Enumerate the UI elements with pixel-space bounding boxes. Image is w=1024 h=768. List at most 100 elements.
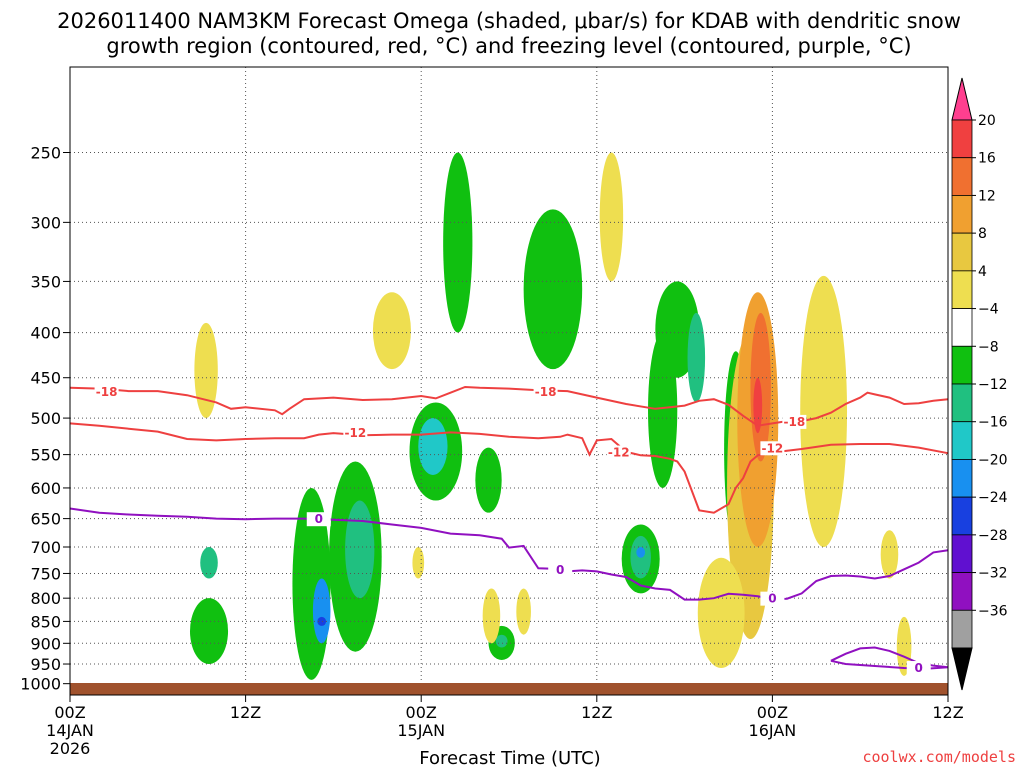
y-tick-label: 350 [30,272,61,291]
omega-colorbar: 20 16 12 8 4 −4 −8 −12 −16 −20 −24 −28 −32 −36 [951,77,1008,691]
colorbar-segment [951,383,973,423]
omega-shade-blob [599,152,624,282]
colorbar-top-arrow [951,77,973,121]
contour-label: 0 [556,563,564,577]
chart-title-line1: 2026011400 NAM3KM Forecast Omega (shaded… [57,9,961,33]
omega-shade-blob [317,616,327,626]
x-tick-label: 12Z [581,703,612,722]
colorbar-label: −36 [978,603,1008,619]
y-tick-label: 900 [30,634,61,653]
contour-label: -18 [535,385,557,399]
colorbar-label: −24 [978,490,1008,506]
plot-frame [69,66,949,696]
site-credit: coolwx.com/models [862,748,1016,766]
contour-label: 0 [768,592,776,606]
omega-shade-blob [345,500,375,599]
omega-shade-blob [194,322,218,419]
contour-label-bg [306,512,331,527]
x-tick-year: 2026 [50,739,91,758]
omega-shade-blob [412,547,425,579]
x-tick-label: 00Z [757,703,788,722]
omega-shade-blob [697,557,745,669]
contour-label-bg [606,445,631,460]
omega-shade-blob [495,634,508,648]
colorbar-label: −8 [978,339,999,355]
grid-lines [70,67,948,695]
contour-label: -12 [608,446,630,460]
colorbar-label: 16 [978,151,996,167]
omega-shade-blob [800,275,848,548]
x-axis-title: Forecast Time (UTC) [419,748,600,768]
omega-shade-blob [418,418,448,475]
contour-label-bg [94,384,119,399]
contour-label: -12 [762,441,784,455]
colorbar-segment [951,345,973,385]
dgz-contour-line [69,385,949,427]
colorbar-label: −32 [978,566,1008,582]
omega-shade-blob [189,598,229,665]
omega-shade-blob [880,530,899,579]
omega-shade-blob [475,447,502,513]
colorbar-segment [951,421,973,460]
contour-label: -18 [784,415,806,429]
colorbar-label: 8 [978,226,987,242]
colorbar-segment [951,232,973,272]
contour-label-bg [906,661,931,676]
omega-shade-blob [687,312,706,403]
x-tick-label: 00Z [54,703,85,722]
omega-shade-blob [312,578,331,644]
colorbar-segment [951,157,973,196]
omega-shade-blob [482,588,501,644]
pressure-axis: 250 300 350 400 450 500 550 600 650 700 750 800 850 9… [20,143,70,694]
x-tick-date: 16JAN [749,721,797,740]
colorbar-label: −28 [978,528,1008,544]
y-tick-label: 950 [30,655,61,674]
y-tick-label: 600 [30,479,61,498]
colorbar-segment [951,195,973,234]
contour-label: 0 [915,661,923,675]
contour-label-bg [782,414,807,429]
contour-label: -18 [96,385,118,399]
colorbar-segment [951,609,973,649]
contour-label-bg [533,384,558,399]
ground-surface [70,683,948,695]
contour-label-bg [760,591,785,606]
y-tick-label: 750 [30,564,61,583]
colorbar-segment [951,270,973,309]
y-tick-label: 300 [30,213,61,232]
contour-label-bg [548,562,573,577]
colorbar-segment [951,496,973,536]
y-tick-label: 400 [30,324,61,343]
contour-label: -12 [345,426,367,440]
colorbar-segment [951,459,973,498]
omega-shade-blob [200,547,218,579]
x-tick-date: 15JAN [397,721,445,740]
omega-shading [189,152,912,680]
omega-shade-blob [372,292,411,370]
colorbar-label: −12 [978,377,1008,393]
contour-label: 0 [315,512,323,526]
y-tick-label: 450 [30,369,61,388]
colorbar-label: −4 [978,302,999,318]
colorbar-label: 20 [978,113,996,129]
x-tick-label: 12Z [932,703,963,722]
contour-label-bg [760,441,785,456]
freezing-level-line [69,507,949,601]
colorbar-segment [951,572,973,611]
omega-shade-blob [648,332,678,488]
dgz-contour-line [69,422,949,514]
y-tick-label: 550 [30,446,61,465]
x-tick-date: 14JAN [46,721,94,740]
colorbar-bottom-arrow [951,647,973,691]
y-tick-label: 1000 [20,675,61,694]
x-tick-label: 00Z [406,703,437,722]
omega-shade-blob [523,209,583,370]
colorbar-label: 4 [978,264,987,280]
y-tick-label: 700 [30,538,61,557]
y-tick-label: 850 [30,612,61,631]
y-tick-label: 250 [30,143,61,162]
colorbar-label: −20 [978,452,1008,468]
